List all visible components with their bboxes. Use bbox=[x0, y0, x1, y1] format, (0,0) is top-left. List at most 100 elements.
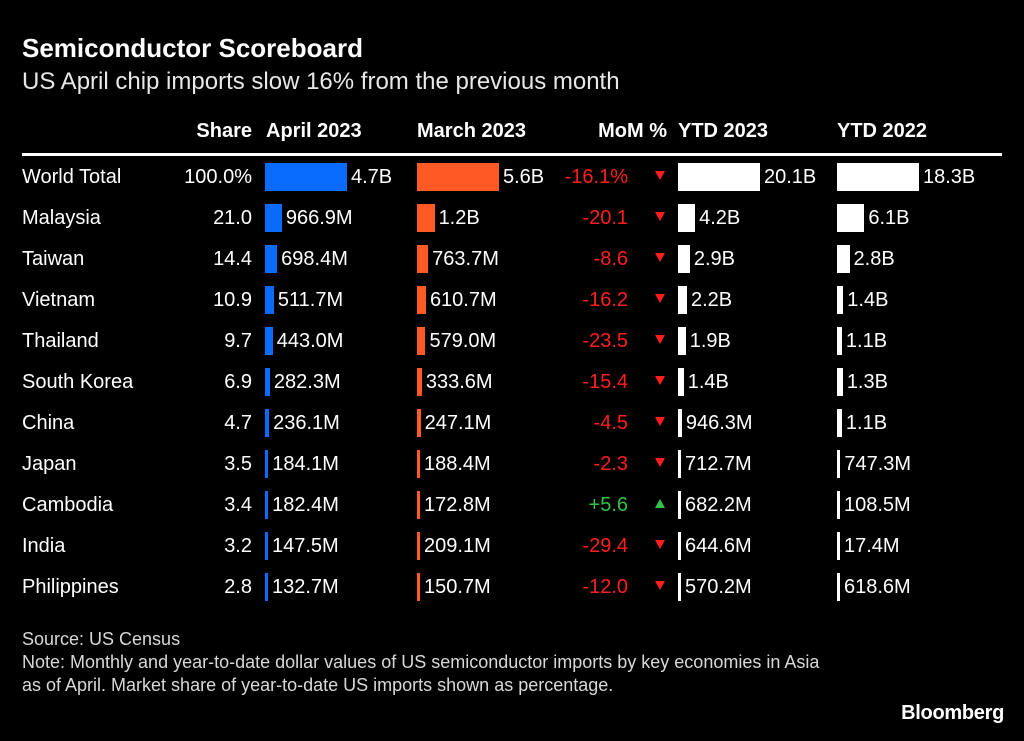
row-mom: -20.1 bbox=[582, 207, 628, 229]
label-ytd22: 18.3B bbox=[923, 166, 976, 188]
label-ytd23: 20.1B bbox=[764, 166, 817, 188]
label-ytd22: 1.1B bbox=[845, 412, 888, 434]
bar-march bbox=[417, 327, 426, 355]
row-country: Thailand bbox=[22, 330, 99, 352]
row-mom: -16.2 bbox=[582, 289, 628, 311]
bar-march bbox=[417, 368, 422, 396]
row-share: 2.8 bbox=[224, 576, 252, 598]
label-ytd22: 17.4M bbox=[844, 535, 900, 557]
bar-ytd23 bbox=[678, 450, 681, 478]
row-country: China bbox=[22, 412, 75, 434]
arrow-down-icon bbox=[655, 376, 665, 385]
label-ytd23: 712.7M bbox=[685, 453, 752, 475]
row-share: 6.9 bbox=[224, 371, 252, 393]
header-divider bbox=[22, 153, 1002, 156]
row-mom: -16.1% bbox=[564, 166, 628, 188]
row-share: 4.7 bbox=[224, 412, 252, 434]
bar-ytd22 bbox=[837, 163, 919, 191]
label-ytd22: 1.3B bbox=[846, 371, 888, 393]
header-march: March 2023 bbox=[417, 120, 526, 142]
header-mom: MoM % bbox=[598, 120, 667, 142]
bar-april bbox=[265, 491, 269, 519]
bar-ytd23 bbox=[678, 204, 696, 232]
label-april: 147.5M bbox=[272, 535, 339, 557]
row-country: Taiwan bbox=[22, 248, 85, 270]
label-april: 182.4M bbox=[272, 494, 339, 516]
label-ytd23: 682.2M bbox=[685, 494, 752, 516]
bar-ytd22 bbox=[837, 532, 840, 560]
bar-ytd22 bbox=[837, 368, 843, 396]
arrow-down-icon bbox=[655, 212, 665, 221]
bar-march bbox=[417, 573, 420, 601]
row-mom: +5.6 bbox=[588, 494, 628, 516]
label-ytd22: 618.6M bbox=[844, 576, 911, 598]
bar-ytd23 bbox=[678, 163, 760, 191]
arrow-down-icon bbox=[655, 581, 665, 590]
bar-march bbox=[417, 204, 435, 232]
bar-ytd23 bbox=[678, 245, 690, 273]
chart-title: Semiconductor Scoreboard bbox=[22, 33, 363, 63]
bar-ytd23 bbox=[678, 573, 681, 601]
label-april: 236.1M bbox=[273, 412, 340, 434]
row-mom: -8.6 bbox=[593, 248, 628, 270]
bar-april bbox=[265, 368, 270, 396]
row-mom: -12.0 bbox=[582, 576, 628, 598]
label-march: 579.0M bbox=[429, 330, 497, 352]
bloomberg-logo: Bloomberg bbox=[901, 702, 1004, 724]
bar-ytd22 bbox=[837, 204, 865, 232]
label-ytd22: 108.5M bbox=[844, 494, 911, 516]
row-mom: -4.5 bbox=[593, 412, 628, 434]
label-march: 1.2B bbox=[438, 207, 480, 229]
bar-ytd22 bbox=[837, 491, 840, 519]
bar-march bbox=[417, 450, 420, 478]
row-country: India bbox=[22, 535, 66, 557]
label-march: 763.7M bbox=[432, 248, 499, 270]
bar-march bbox=[417, 532, 421, 560]
bar-march bbox=[417, 286, 426, 314]
row-country: Malaysia bbox=[22, 207, 101, 229]
label-ytd23: 4.2B bbox=[699, 207, 741, 229]
row-mom: -15.4 bbox=[582, 371, 628, 393]
row-mom: -2.3 bbox=[593, 453, 628, 475]
bar-ytd23 bbox=[678, 491, 681, 519]
bar-april bbox=[265, 532, 268, 560]
label-april: 282.3M bbox=[273, 371, 341, 393]
row-share: 9.7 bbox=[224, 330, 252, 352]
header-ytd2022: YTD 2022 bbox=[837, 120, 928, 142]
row-country: Philippines bbox=[22, 576, 119, 598]
label-ytd23: 570.2M bbox=[685, 576, 752, 598]
arrow-down-icon bbox=[655, 294, 665, 303]
row-share: 21.0 bbox=[213, 207, 252, 229]
arrow-down-icon bbox=[655, 171, 665, 180]
label-march: 150.7M bbox=[424, 576, 491, 598]
label-march: 610.7M bbox=[429, 289, 497, 311]
source-note: Source: US Census bbox=[22, 629, 181, 649]
row-share: 14.4 bbox=[213, 248, 252, 270]
label-ytd23: 946.3M bbox=[685, 412, 753, 434]
label-april: 184.1M bbox=[272, 453, 339, 475]
bar-march bbox=[417, 491, 420, 519]
bar-march bbox=[417, 163, 499, 191]
header-ytd2023: YTD 2023 bbox=[678, 120, 769, 142]
arrow-down-icon bbox=[655, 417, 665, 426]
label-march: 188.4M bbox=[424, 453, 491, 475]
bar-ytd22 bbox=[837, 573, 840, 601]
arrow-down-icon bbox=[655, 458, 665, 467]
label-march: 209.1M bbox=[424, 535, 491, 557]
arrow-down-icon bbox=[655, 540, 665, 549]
bar-ytd23 bbox=[678, 286, 687, 314]
footnote: Note: Monthly and year-to-date dollar va… bbox=[22, 652, 820, 695]
bar-ytd23 bbox=[678, 368, 684, 396]
row-share: 3.4 bbox=[224, 494, 252, 516]
bar-april bbox=[265, 573, 268, 601]
label-ytd22: 1.4B bbox=[847, 289, 889, 311]
row-country: South Korea bbox=[22, 371, 134, 393]
row-mom: -29.4 bbox=[582, 535, 628, 557]
header-april: April 2023 bbox=[266, 120, 362, 142]
row-country: World Total bbox=[22, 166, 122, 188]
bar-ytd22 bbox=[837, 327, 842, 355]
label-april: 511.7M bbox=[277, 289, 344, 311]
bar-march bbox=[417, 245, 429, 273]
row-share: 3.2 bbox=[224, 535, 252, 557]
row-country: Cambodia bbox=[22, 494, 114, 516]
